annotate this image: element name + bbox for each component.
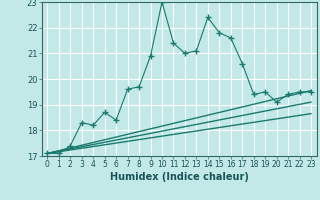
X-axis label: Humidex (Indice chaleur): Humidex (Indice chaleur): [110, 172, 249, 182]
